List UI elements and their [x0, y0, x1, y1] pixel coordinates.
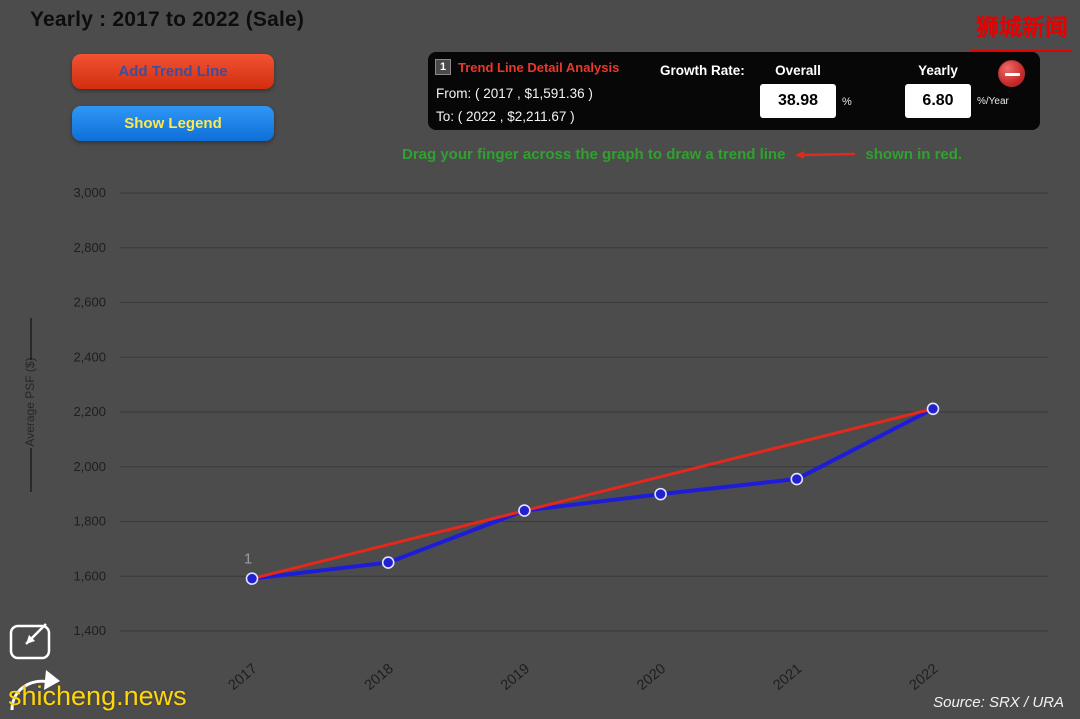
site-watermark: shicheng.news: [8, 681, 187, 711]
data-point[interactable]: [926, 402, 940, 416]
x-tick-label: 2019: [498, 661, 533, 694]
data-point[interactable]: [518, 504, 531, 517]
cn-watermark: 狮城新闻: [970, 6, 1072, 52]
overall-label: Overall: [775, 63, 821, 78]
remove-trend-line-button[interactable]: [998, 60, 1025, 87]
instruction-before: Drag your finger across the graph to dra…: [402, 146, 786, 163]
source-attribution: Source: SRX / URA: [933, 694, 1064, 711]
share-button[interactable]: [10, 670, 60, 711]
y-tick-label: 2,000: [73, 459, 106, 474]
yearly-label: Yearly: [918, 63, 958, 78]
growth-rate-label: Growth Rate:: [660, 63, 745, 78]
y-tick-label: 3,000: [73, 185, 106, 200]
red-line-sample-icon: [795, 150, 856, 159]
data-point[interactable]: [245, 572, 259, 585]
instruction-after: shown in red.: [865, 146, 963, 163]
trend-line: [250, 407, 935, 581]
price-line: [250, 406, 935, 581]
x-tick-label: 2017: [226, 661, 261, 694]
y-tick-label: 2,200: [73, 404, 106, 419]
trend-analysis-panel: 1 Trend Line Detail Analysis From: ( 201…: [428, 52, 1040, 130]
data-point[interactable]: [654, 487, 667, 501]
trend-number-badge: 1: [435, 59, 451, 75]
page-title: Yearly : 2017 to 2022 (Sale): [30, 8, 305, 31]
overall-unit: %: [842, 96, 852, 108]
instruction-text: Drag your finger across the graph to dra…: [402, 146, 962, 163]
trend-start-annotation: 1: [244, 550, 252, 567]
y-tick-label: 2,400: [73, 349, 106, 364]
export-button[interactable]: [9, 623, 51, 660]
trend-to-value: To: ( 2022 , $2,211.67 ): [436, 109, 575, 124]
y-tick-label: 2,600: [73, 295, 106, 310]
data-point[interactable]: [790, 472, 804, 486]
x-tick-label: 2018: [362, 661, 397, 694]
footer-icons: [9, 623, 60, 711]
x-tick-label: 2021: [770, 661, 805, 694]
x-tick-label: 2020: [634, 661, 669, 694]
trend-from-value: From: ( 2017 , $1,591.36 ): [436, 86, 593, 101]
overall-growth-value: 38.98: [760, 84, 836, 118]
data-point[interactable]: [381, 556, 395, 569]
panel-title: Trend Line Detail Analysis: [458, 60, 620, 75]
show-legend-button[interactable]: Show Legend: [72, 106, 274, 141]
add-trend-line-button[interactable]: Add Trend Line: [72, 54, 274, 89]
minus-icon: [1005, 73, 1020, 76]
y-tick-label: 1,400: [73, 623, 106, 638]
x-tick-label: 2022: [907, 661, 942, 694]
y-tick-label: 1,600: [73, 568, 106, 583]
y-tick-label: 1,800: [73, 514, 106, 529]
yearly-unit: %/Year: [977, 96, 1009, 107]
y-tick-label: 2,800: [73, 240, 106, 255]
yearly-growth-value: 6.80: [905, 84, 971, 118]
